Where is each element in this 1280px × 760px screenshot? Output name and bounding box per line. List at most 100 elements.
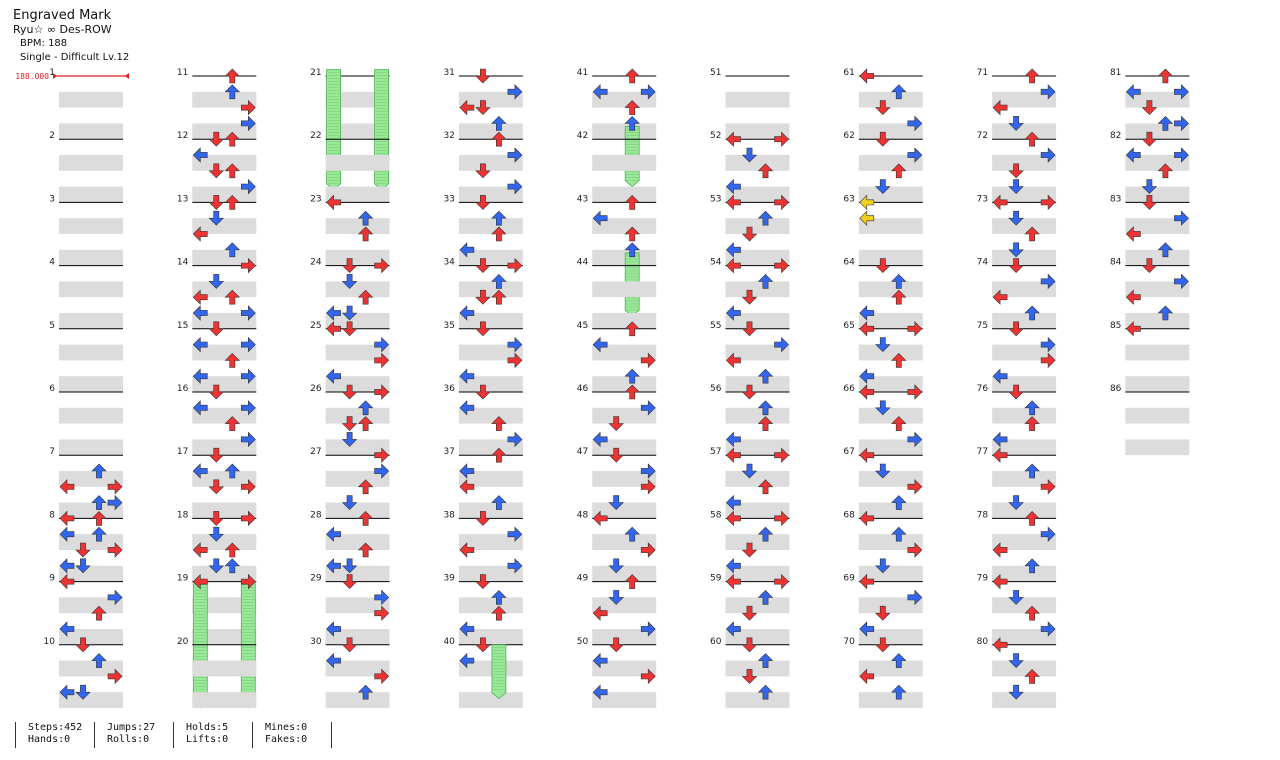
beat-stripe — [858, 660, 923, 677]
beat-stripe — [725, 186, 790, 203]
bpm-value: 188.000 — [15, 72, 49, 81]
measure-number: 2 — [49, 131, 55, 141]
up-arrow-icon — [91, 653, 107, 668]
beat-stripe — [458, 629, 523, 645]
up-arrow-icon — [757, 368, 774, 384]
left-arrow-icon — [192, 226, 208, 242]
measure-number: 19 — [177, 574, 189, 584]
left-arrow-icon — [859, 510, 875, 527]
measure-number: 31 — [443, 68, 454, 78]
measure-number: 30 — [310, 637, 322, 647]
beat-stripe — [59, 629, 123, 645]
measure-number: 6 — [49, 384, 55, 394]
beat-stripe — [192, 660, 257, 677]
beat-stripe — [592, 123, 657, 140]
measure-number: 84 — [1110, 258, 1122, 268]
left-arrow-icon — [459, 242, 475, 258]
beat-stripe — [992, 565, 1057, 582]
measure-number: 46 — [577, 384, 589, 394]
right-arrow-icon — [774, 257, 789, 274]
beat-stripe — [592, 186, 657, 203]
right-arrow-icon — [241, 431, 256, 448]
left-arrow-icon — [326, 305, 341, 321]
left-arrow-icon — [1125, 84, 1141, 100]
chart-column: 31 32 33 34 35 36 37 38 39 40 — [443, 68, 523, 708]
beat-stripe — [1125, 91, 1190, 108]
left-arrow-icon — [859, 384, 875, 400]
down-arrow-icon — [875, 558, 891, 574]
up-arrow-icon — [491, 589, 507, 605]
chart-header: Engraved Mark Ryu☆ ∞ Des-ROW BPM: 188 Si… — [13, 8, 129, 65]
right-arrow-icon — [1040, 273, 1056, 290]
down-arrow-icon — [875, 463, 891, 479]
down-arrow-icon — [341, 305, 358, 321]
beat-stripe — [858, 249, 923, 266]
beat-stripe — [592, 91, 657, 108]
up-arrow-icon — [224, 68, 241, 84]
down-arrow-icon — [741, 384, 758, 400]
up-arrow-icon — [357, 226, 374, 242]
measure-number: 74 — [977, 258, 989, 268]
right-arrow-icon — [774, 336, 789, 353]
up-arrow-icon — [491, 495, 507, 510]
beat-stripe — [992, 313, 1057, 329]
measure-number: 45 — [577, 321, 588, 331]
beat-stripe — [192, 629, 257, 645]
right-arrow-icon — [1174, 84, 1189, 100]
beat-stripe — [59, 597, 123, 614]
up-arrow-icon — [224, 289, 241, 305]
stats-group-jumps: Jumps:27 Rolls:0 — [94, 722, 155, 748]
left-arrow-icon — [726, 178, 741, 195]
down-arrow-icon — [75, 637, 91, 653]
down-arrow-icon — [1008, 242, 1024, 258]
measure-number: 83 — [1110, 194, 1121, 204]
down-arrow-icon — [741, 542, 758, 558]
up-arrow-icon — [491, 115, 507, 131]
measure-number: 1 — [49, 68, 55, 78]
down-arrow-icon — [1008, 116, 1024, 131]
measure-number: 72 — [977, 131, 988, 141]
left-arrow-icon — [726, 194, 741, 211]
beat-stripe — [59, 692, 123, 708]
beat-stripe — [458, 344, 523, 361]
up-arrow-icon — [224, 558, 241, 574]
down-arrow-icon — [341, 258, 358, 274]
beat-stripe — [725, 313, 790, 329]
left-arrow-icon — [859, 194, 875, 211]
right-arrow-icon — [1040, 526, 1056, 542]
left-arrow-icon — [326, 558, 341, 574]
beat-stripe — [325, 439, 390, 456]
beat-stripe — [325, 281, 390, 298]
right-arrow-icon — [507, 84, 523, 100]
beat-stripe — [1125, 407, 1190, 424]
beat-stripe — [192, 313, 257, 329]
beat-stripe — [458, 502, 523, 519]
measure-number: 3 — [49, 194, 55, 204]
up-arrow-icon — [491, 416, 507, 431]
up-arrow-icon — [357, 400, 374, 416]
beat-stripe — [592, 692, 657, 708]
right-arrow-icon — [1174, 210, 1189, 226]
measure-number: 24 — [310, 258, 322, 268]
left-arrow-icon — [992, 368, 1008, 384]
down-arrow-icon — [1008, 384, 1024, 400]
left-arrow-icon — [726, 257, 741, 274]
measure-number: 43 — [577, 194, 588, 204]
beat-stripe — [325, 186, 390, 203]
beat-stripe — [458, 597, 523, 614]
down-arrow-icon — [208, 558, 225, 574]
measure-number: 81 — [1110, 68, 1121, 78]
down-arrow-icon — [475, 289, 491, 305]
up-arrow-icon — [91, 526, 107, 542]
beat-stripe — [992, 629, 1057, 645]
beat-stripe — [458, 186, 523, 203]
beat-stripe — [858, 313, 923, 329]
measure-number: 44 — [577, 258, 589, 268]
left-arrow-icon — [726, 305, 741, 321]
left-arrow-icon — [592, 84, 608, 100]
beat-stripe — [858, 629, 923, 645]
down-arrow-icon — [608, 637, 624, 653]
beat-stripe — [325, 218, 390, 234]
left-arrow-icon — [326, 321, 341, 337]
down-arrow-icon — [1141, 100, 1158, 116]
